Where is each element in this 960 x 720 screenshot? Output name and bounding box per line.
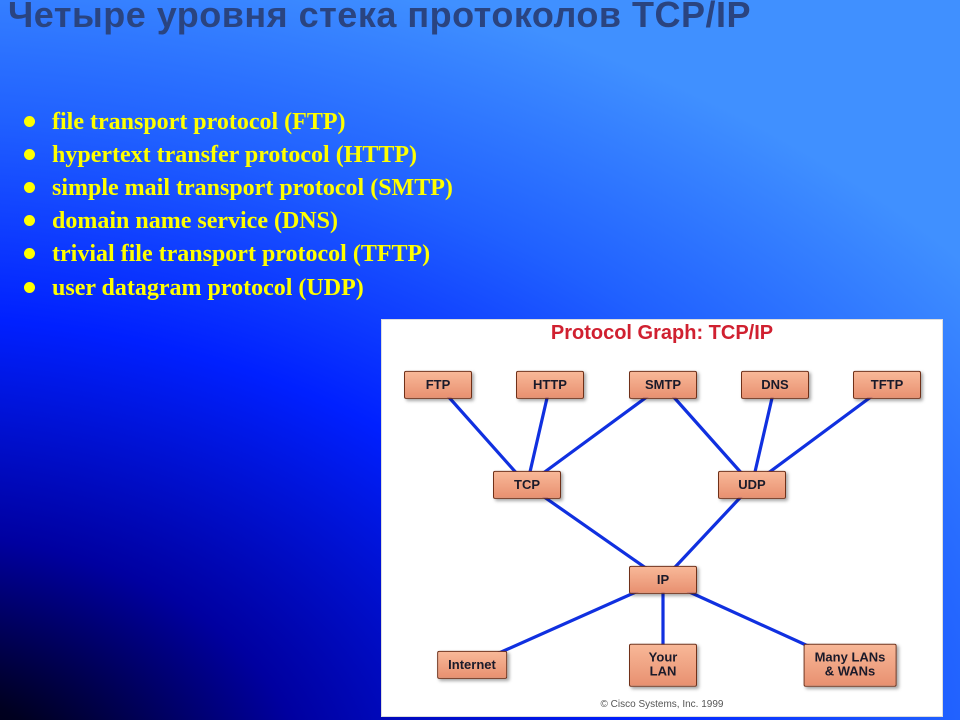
diagram-node-ip: IP <box>629 566 697 594</box>
bullet-list: file transport protocol (FTP) hypertext … <box>18 106 453 305</box>
diagram-node-internet: Internet <box>437 651 507 679</box>
list-item: domain name service (DNS) <box>18 205 453 238</box>
diagram-node-tcp: TCP <box>493 471 561 499</box>
list-item: hypertext transfer protocol (HTTP) <box>18 139 453 172</box>
diagram-node-yourlan: Your LAN <box>629 644 697 687</box>
diagram-copyright: © Cisco Systems, Inc. 1999 <box>382 699 942 710</box>
diagram-node-manylans: Many LANs & WANs <box>804 644 897 687</box>
list-item: file transport protocol (FTP) <box>18 106 453 139</box>
diagram-node-smtp: SMTP <box>629 371 697 399</box>
protocol-diagram: Protocol Graph: TCP/IP FTPHTTPSMTPDNSTFT… <box>382 320 942 716</box>
diagram-node-tftp: TFTP <box>853 371 921 399</box>
diagram-node-http: HTTP <box>516 371 584 399</box>
diagram-node-ftp: FTP <box>404 371 472 399</box>
list-item: simple mail transport protocol (SMTP) <box>18 172 453 205</box>
list-item: user datagram protocol (UDP) <box>18 272 453 305</box>
diagram-node-udp: UDP <box>718 471 786 499</box>
slide-title: Четыре уровня стека протоколов TCP/IP <box>8 0 948 34</box>
watermark: myshared <box>868 695 936 712</box>
list-item: trivial file transport protocol (TFTP) <box>18 238 453 271</box>
slide: Четыре уровня стека протоколов TCP/IP fi… <box>0 0 960 720</box>
diagram-node-dns: DNS <box>741 371 809 399</box>
